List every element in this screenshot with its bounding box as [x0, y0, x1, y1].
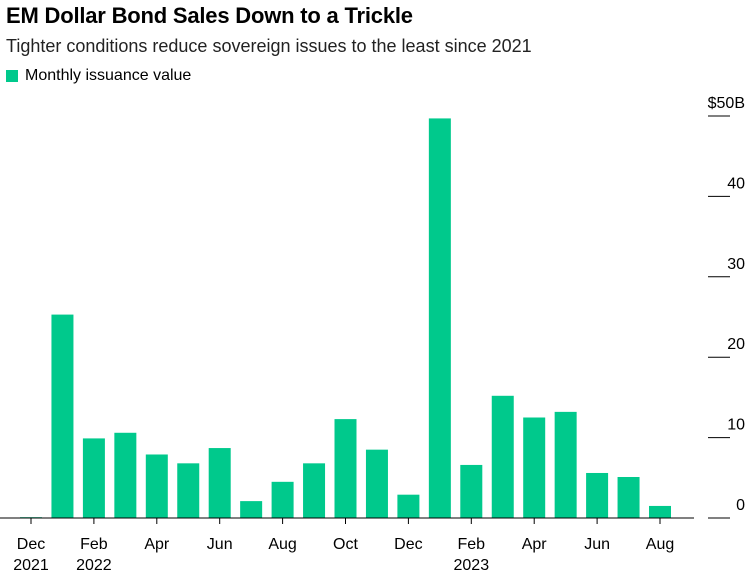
legend-swatch: [6, 70, 18, 82]
x-tick-label: Feb: [458, 536, 486, 553]
y-tick-label: 0: [736, 497, 745, 514]
bar: [82, 438, 105, 518]
x-tick-label: Jun: [207, 536, 233, 553]
x-tick-year-label: 2022: [76, 557, 112, 574]
bar: [271, 481, 294, 518]
bar: [397, 494, 420, 518]
bar: [428, 118, 451, 519]
y-tick-label: 30: [727, 256, 745, 273]
y-tick-label: 10: [727, 417, 745, 434]
x-tick-label: Jun: [584, 536, 610, 553]
x-tick-year-label: 2021: [13, 557, 49, 574]
x-tick-label: Apr: [522, 536, 548, 553]
bar: [240, 501, 263, 518]
x-tick-label: Apr: [144, 536, 170, 553]
bar: [491, 395, 514, 518]
bar: [114, 432, 137, 518]
y-tick-label: 40: [727, 175, 745, 192]
legend-label: Monthly issuance value: [25, 67, 192, 84]
bar: [145, 454, 168, 518]
x-tick-label: Dec: [394, 536, 422, 553]
x-tick-label: Dec: [17, 536, 45, 553]
bar: [649, 505, 671, 518]
bar: [617, 476, 640, 518]
bar: [177, 463, 200, 518]
x-tick-label: Feb: [80, 536, 108, 553]
bar: [554, 411, 577, 518]
x-tick-label: Aug: [646, 536, 674, 553]
bars: [20, 118, 671, 519]
y-axis: 0 10 20 30 40 $50B: [708, 95, 745, 519]
bar: [208, 448, 231, 518]
bar: [365, 449, 388, 518]
chart-title: EM Dollar Bond Sales Down to a Trickle: [6, 3, 413, 28]
x-axis: Dec 2021 Feb 2022 Apr Jun Aug Oct Dec Feb 2023 Apr J…: [0, 517, 694, 574]
y-tick-label: 20: [727, 336, 745, 353]
legend: Monthly issuance value: [6, 67, 191, 85]
x-tick-year-label: 2023: [454, 557, 490, 574]
y-tick-label: $50B: [708, 95, 745, 112]
bar: [51, 314, 74, 518]
chart-subtitle: Tighter conditions reduce sovereign issu…: [6, 36, 532, 56]
bar: [303, 463, 326, 518]
x-tick-label: Aug: [268, 536, 296, 553]
bar: [586, 472, 609, 518]
bar: [334, 419, 357, 518]
bar: [460, 464, 483, 518]
x-tick-label: Oct: [333, 536, 358, 553]
bar: [523, 417, 546, 518]
